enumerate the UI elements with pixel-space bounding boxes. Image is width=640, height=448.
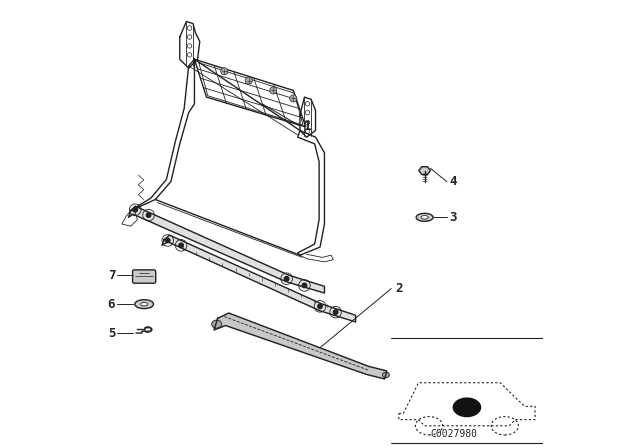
Text: 3: 3 bbox=[449, 211, 457, 224]
Polygon shape bbox=[214, 313, 387, 379]
Circle shape bbox=[318, 304, 322, 309]
FancyBboxPatch shape bbox=[132, 270, 156, 283]
Ellipse shape bbox=[212, 320, 221, 328]
Circle shape bbox=[245, 77, 252, 84]
Polygon shape bbox=[129, 206, 324, 293]
Text: C0027980: C0027980 bbox=[430, 429, 477, 439]
Ellipse shape bbox=[141, 302, 148, 306]
Circle shape bbox=[221, 68, 228, 75]
Text: 5: 5 bbox=[108, 327, 115, 340]
Circle shape bbox=[333, 310, 338, 314]
Circle shape bbox=[166, 238, 170, 243]
Circle shape bbox=[302, 283, 307, 288]
Text: 6: 6 bbox=[108, 297, 115, 310]
Ellipse shape bbox=[135, 300, 154, 309]
Ellipse shape bbox=[383, 372, 389, 378]
Circle shape bbox=[269, 87, 277, 94]
Polygon shape bbox=[162, 235, 356, 322]
Polygon shape bbox=[419, 167, 431, 174]
Circle shape bbox=[133, 207, 138, 212]
Circle shape bbox=[284, 276, 289, 281]
Text: 4: 4 bbox=[449, 175, 457, 188]
Circle shape bbox=[179, 243, 183, 248]
Ellipse shape bbox=[421, 215, 428, 219]
Text: 7: 7 bbox=[108, 269, 115, 282]
Circle shape bbox=[147, 213, 151, 217]
Text: 2: 2 bbox=[395, 282, 403, 295]
Ellipse shape bbox=[416, 213, 433, 221]
Circle shape bbox=[290, 95, 297, 102]
Text: 1: 1 bbox=[303, 120, 311, 133]
